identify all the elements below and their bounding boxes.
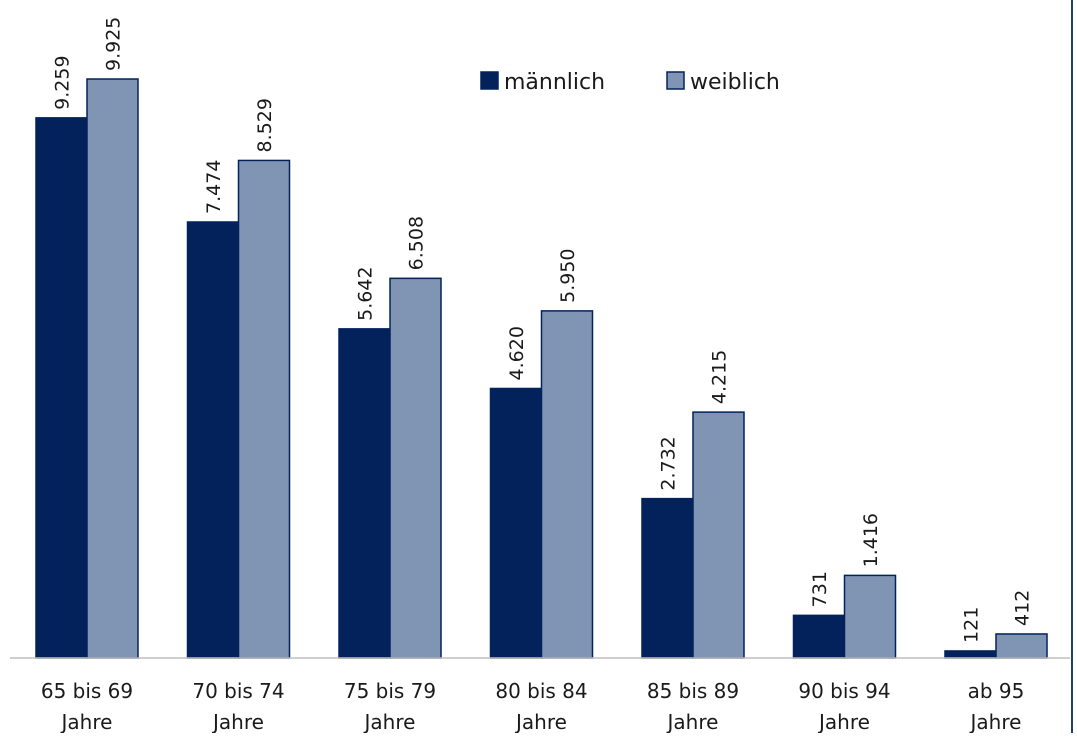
legend-swatch-male [480,71,499,90]
bar-male-5 [792,614,846,659]
bar-male-4 [641,497,694,659]
x-tick-label-3-0: 80 bis 84 [495,679,587,703]
data-label-female-0: 9.925 [103,17,125,71]
bar-female-2 [389,277,442,659]
bars-layer [35,78,1048,659]
frame-border [1071,0,1073,733]
x-tick-label-0-1: Jahre [60,710,113,733]
bar-male-3 [489,387,543,659]
data-label-female-2: 6.508 [406,216,428,270]
legend-label-female: weiblich [690,70,780,95]
data-label-male-5: 731 [809,571,831,607]
bar-female-1 [237,159,291,659]
x-tick-label-4-1: Jahre [666,710,719,733]
data-label-female-1: 8.529 [254,98,276,152]
bar-female-4 [692,411,745,659]
data-label-male-0: 9.259 [52,55,74,109]
x-tick-label-2-1: Jahre [363,710,416,733]
data-label-male-2: 5.642 [355,266,377,320]
x-tick-label-0-0: 65 bis 69 [41,679,133,703]
bar-male-6 [944,650,997,659]
x-tick-label-3-1: Jahre [514,710,567,733]
legend-label-male: männlich [504,70,605,95]
data-label-male-3: 4.620 [506,326,528,380]
x-axis-tick-labels: 65 bis 69 Jahre 70 bis 74 Jahre 75 bis 79 Jah… [41,679,1025,734]
bar-female-6 [995,633,1048,659]
bar-male-2 [338,328,391,659]
bar-male-0 [35,117,88,659]
x-tick-label-1-1: Jahre [211,710,264,733]
x-tick-label-2-0: 75 bis 79 [344,679,436,703]
bar-male-1 [186,221,240,659]
data-label-female-3: 5.950 [557,248,579,302]
data-labels-layer: 9.259 9.925 7.474 8.529 5.642 6.508 4.620 5.950… [52,17,1034,643]
bar-female-5 [843,574,897,659]
x-tick-label-1-0: 70 bis 74 [192,679,284,703]
x-tick-label-4-0: 85 bis 89 [647,679,739,703]
data-label-male-4: 2.732 [658,436,680,490]
x-tick-label-6-0: ab 95 [968,679,1025,703]
x-tick-label-6-1: Jahre [969,710,1022,733]
data-label-female-5: 1.416 [860,513,882,567]
bar-female-0 [86,78,139,659]
data-label-female-4: 4.215 [709,350,731,404]
x-tick-label-5-1: Jahre [817,710,870,733]
legend: männlich weiblich [480,70,780,95]
x-tick-label-5-0: 90 bis 94 [798,679,890,703]
data-label-male-6: 121 [961,607,983,643]
bar-female-3 [540,310,594,659]
legend-swatch-female [666,71,685,90]
data-label-male-1: 7.474 [203,160,225,214]
data-label-female-6: 412 [1012,590,1034,626]
